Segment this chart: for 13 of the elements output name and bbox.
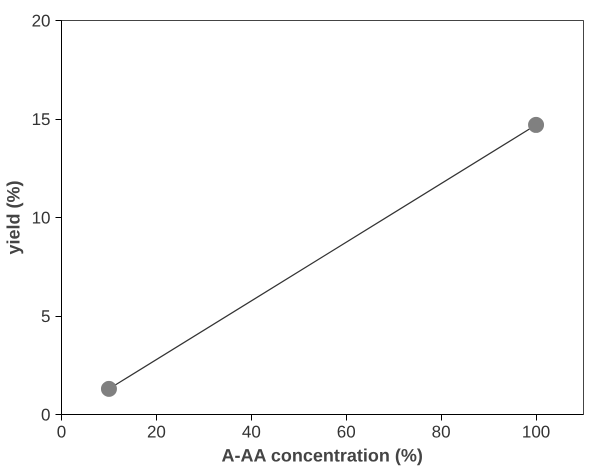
- y-tick-label: 20: [32, 12, 51, 30]
- y-axis-title: yield (%): [4, 180, 24, 255]
- x-tick-label: 20: [146, 422, 166, 442]
- x-tick-label: 40: [242, 422, 261, 442]
- x-tick-label: 60: [336, 422, 356, 442]
- y-tick-label: 10: [32, 208, 51, 228]
- y-tick-label: 0: [41, 406, 51, 424]
- x-tick-label: 80: [432, 422, 451, 442]
- x-axis-title: A-AA concentration (%): [222, 446, 423, 466]
- y-tick-label: 15: [32, 110, 51, 129]
- x-tick-label: 0: [56, 422, 66, 442]
- x-tick-label: 100: [522, 422, 550, 442]
- y-tick-label: 5: [41, 307, 51, 326]
